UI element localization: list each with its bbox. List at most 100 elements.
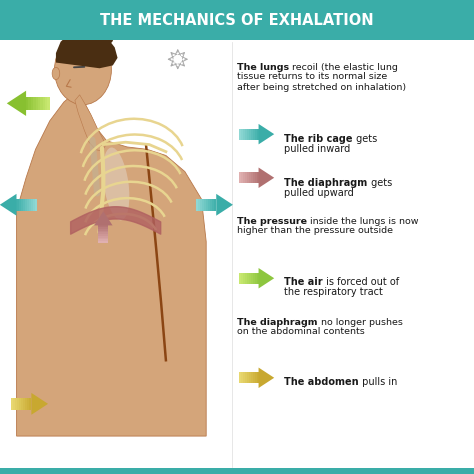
FancyBboxPatch shape (0, 468, 474, 474)
Ellipse shape (55, 35, 111, 105)
Polygon shape (255, 373, 256, 383)
Polygon shape (253, 173, 255, 183)
Polygon shape (255, 173, 256, 183)
Polygon shape (99, 230, 108, 232)
Text: A: A (237, 217, 244, 226)
Text: The diaphragm: The diaphragm (237, 318, 318, 327)
Polygon shape (23, 199, 25, 210)
Polygon shape (7, 91, 26, 116)
Polygon shape (99, 241, 108, 243)
Polygon shape (45, 97, 47, 110)
Polygon shape (75, 95, 105, 151)
Polygon shape (31, 199, 33, 210)
Text: A: A (237, 318, 244, 327)
Text: The diaphragm: The diaphragm (284, 178, 368, 188)
Text: on the abdominal contents: on the abdominal contents (237, 327, 365, 336)
Polygon shape (31, 97, 33, 110)
Polygon shape (208, 199, 210, 210)
Text: The abdomen: The abdomen (284, 377, 359, 387)
Polygon shape (241, 173, 243, 183)
Polygon shape (15, 398, 17, 410)
Text: gets: gets (368, 178, 392, 188)
Ellipse shape (74, 30, 113, 48)
Polygon shape (243, 273, 245, 283)
Polygon shape (239, 173, 241, 183)
Polygon shape (33, 97, 36, 110)
Polygon shape (241, 273, 243, 283)
Polygon shape (21, 398, 23, 410)
Polygon shape (47, 97, 50, 110)
Polygon shape (247, 173, 249, 183)
Polygon shape (33, 199, 35, 210)
Polygon shape (56, 29, 118, 68)
Polygon shape (0, 194, 17, 216)
Ellipse shape (52, 67, 60, 80)
Polygon shape (99, 226, 108, 227)
Polygon shape (17, 398, 19, 410)
Polygon shape (259, 167, 274, 188)
Polygon shape (20, 199, 23, 210)
Text: The pressure: The pressure (237, 217, 307, 226)
Polygon shape (241, 373, 243, 383)
Polygon shape (99, 229, 108, 230)
Text: is forced out of: is forced out of (323, 277, 399, 287)
Polygon shape (17, 90, 206, 436)
Polygon shape (255, 273, 256, 283)
Polygon shape (251, 373, 253, 383)
Text: pulls in: pulls in (359, 377, 397, 387)
Polygon shape (99, 227, 108, 229)
Polygon shape (247, 273, 249, 283)
Polygon shape (25, 199, 27, 210)
Text: tissue returns to its normal size
after being stretched on inhalation): tissue returns to its normal size after … (237, 72, 406, 91)
Text: The lungs: The lungs (237, 63, 289, 72)
Polygon shape (11, 398, 13, 410)
Polygon shape (99, 236, 108, 237)
Polygon shape (251, 129, 253, 139)
Text: A: A (284, 134, 291, 144)
Polygon shape (212, 199, 214, 210)
Polygon shape (251, 173, 253, 183)
Text: A: A (284, 277, 291, 287)
Text: THE MECHANICS OF EXHALATION: THE MECHANICS OF EXHALATION (100, 13, 374, 28)
Polygon shape (13, 398, 15, 410)
Polygon shape (245, 173, 247, 183)
Polygon shape (36, 97, 38, 110)
Text: no longer pushes: no longer pushes (318, 318, 402, 327)
FancyBboxPatch shape (0, 0, 474, 40)
Text: A: A (284, 178, 291, 188)
Polygon shape (18, 199, 20, 210)
Polygon shape (253, 373, 255, 383)
Text: gets: gets (353, 134, 377, 144)
Polygon shape (200, 199, 202, 210)
Text: recoil (the elastic lung: recoil (the elastic lung (289, 63, 398, 72)
Text: the respiratory tract: the respiratory tract (284, 287, 383, 297)
Polygon shape (27, 398, 29, 410)
Polygon shape (210, 199, 212, 210)
Polygon shape (31, 393, 48, 415)
Polygon shape (259, 268, 274, 289)
Polygon shape (239, 129, 241, 139)
Polygon shape (28, 97, 31, 110)
Polygon shape (256, 173, 259, 183)
Text: A: A (237, 63, 244, 72)
Polygon shape (17, 199, 18, 210)
Polygon shape (35, 199, 37, 210)
Polygon shape (239, 373, 241, 383)
Polygon shape (99, 237, 108, 239)
Polygon shape (94, 211, 112, 226)
Polygon shape (253, 129, 255, 139)
Polygon shape (241, 129, 243, 139)
Polygon shape (29, 398, 31, 410)
Polygon shape (204, 199, 206, 210)
Polygon shape (38, 97, 40, 110)
Polygon shape (247, 373, 249, 383)
Polygon shape (243, 129, 245, 139)
Polygon shape (243, 173, 245, 183)
Polygon shape (40, 97, 43, 110)
Polygon shape (43, 97, 45, 110)
Polygon shape (19, 398, 21, 410)
Text: The rib cage: The rib cage (284, 134, 353, 144)
Text: pulled inward: pulled inward (284, 144, 351, 154)
Polygon shape (99, 239, 108, 241)
Polygon shape (196, 199, 198, 210)
